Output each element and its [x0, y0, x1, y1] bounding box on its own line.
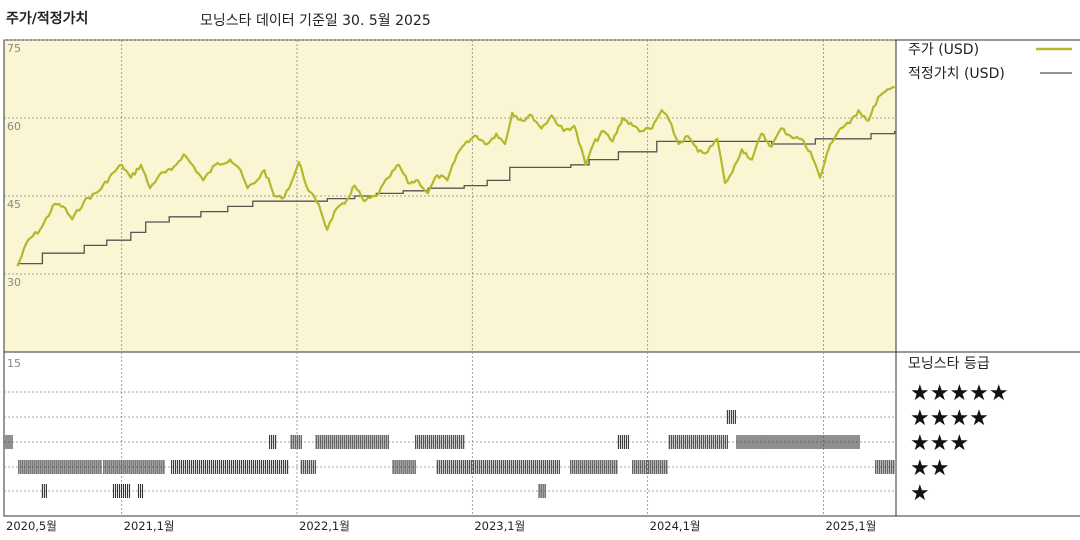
rating-2-stars: ★★	[910, 456, 949, 481]
rating-4-stars: ★★★★	[910, 406, 989, 431]
x-tick-label: 2023,1월	[474, 519, 525, 533]
rating-bar-4	[726, 410, 736, 424]
rating-bar-3	[617, 435, 629, 449]
x-tick-label: 2022,1월	[299, 519, 350, 533]
chart-title: 주가/적정가치	[6, 11, 89, 27]
x-tick-label: 2025,1월	[825, 519, 876, 533]
rating-5-stars: ★★★★★	[910, 381, 1009, 406]
fair-value-line	[17, 131, 896, 265]
rating-bar-3	[3, 435, 13, 449]
rating-plot-frame	[3, 351, 897, 517]
y-tick-label: 30	[7, 276, 21, 289]
rating-bar-1	[538, 484, 546, 498]
rating-bar-2	[632, 460, 668, 474]
price-line	[16, 85, 895, 267]
x-tick-label: 2020,5월	[6, 519, 57, 533]
rating-bar-3	[415, 435, 465, 449]
chart-subtitle: 모닝스타 데이터 기준일 30. 5월 2025	[200, 13, 431, 29]
rating-bar-2	[436, 460, 560, 474]
rating-bar-2	[103, 460, 165, 474]
rating-bar-2	[18, 460, 102, 474]
x-tick-labels: 2020,5월 2021,1월 2022,1월 2023,1월 2024,1월 2025,…	[6, 519, 876, 533]
rating-bar-1	[41, 484, 47, 498]
rating-bar-3	[269, 435, 277, 449]
y-tick-label: 60	[7, 120, 21, 133]
legend-price-label: 주가 (USD)	[908, 42, 979, 58]
rating-1-star: ★	[910, 481, 930, 506]
rating-bar-2	[570, 460, 618, 474]
rating-bar-2	[875, 460, 895, 474]
rating-bar-3	[736, 435, 860, 449]
rating-bar-1	[112, 484, 131, 498]
rating-bar-3	[668, 435, 728, 449]
rating-bar-2	[300, 460, 316, 474]
x-tick-label: 2024,1월	[650, 519, 701, 533]
x-tick-label: 2021,1월	[124, 519, 175, 533]
legend-fair-value-label: 적정가치 (USD)	[908, 66, 1005, 82]
rating-bar-2	[392, 460, 416, 474]
y-tick-label: 15	[7, 357, 21, 370]
y-tick-label: 45	[7, 198, 21, 211]
rating-bar-1	[137, 484, 144, 498]
rating-bars	[3, 410, 895, 498]
rating-bar-3	[315, 435, 389, 449]
y-tick-labels: 75 60 45 30 15	[7, 42, 21, 370]
y-tick-label: 75	[7, 42, 21, 55]
rating-3-stars: ★★★	[910, 431, 969, 456]
rating-legend-title: 모닝스타 등급	[908, 356, 990, 372]
rating-bar-2	[171, 460, 289, 474]
rating-bar-3	[290, 435, 302, 449]
